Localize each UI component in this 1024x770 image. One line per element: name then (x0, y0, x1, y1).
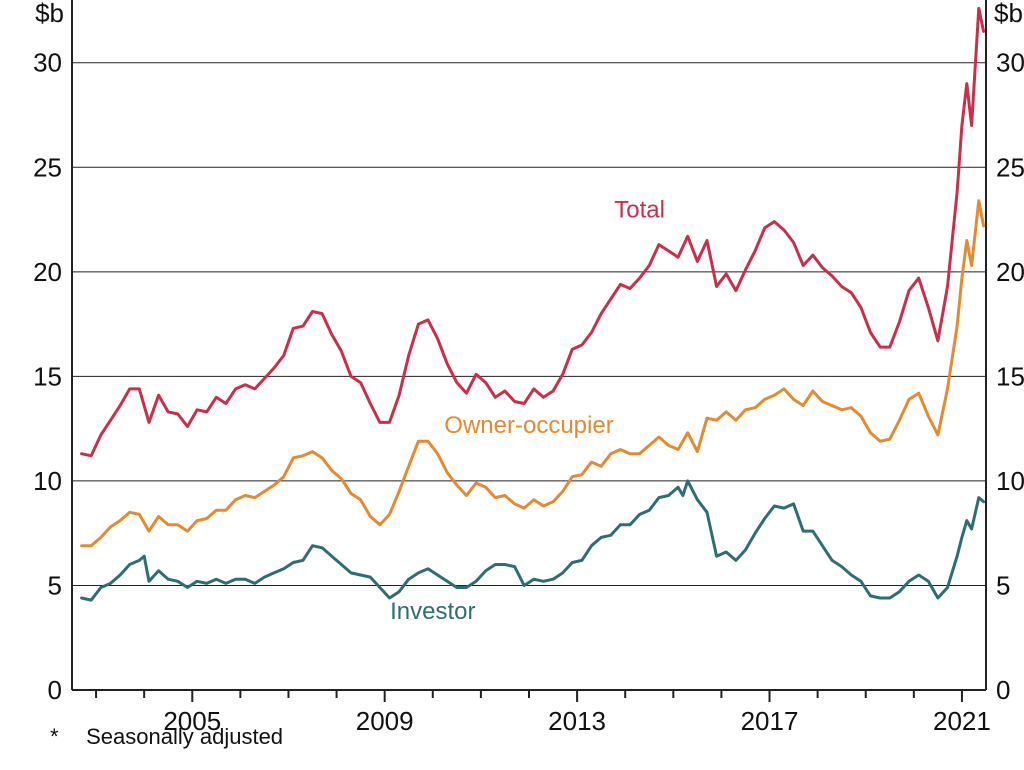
y-tick-label-left: 30 (33, 48, 62, 78)
y-tick-label-left: 5 (48, 570, 62, 600)
series-label-owner-occupier: Owner-occupier (444, 412, 613, 439)
y-tick-label-left: 10 (33, 466, 62, 496)
y-tick-label-right: 20 (996, 257, 1024, 287)
footnote: * Seasonally adjusted (50, 724, 283, 750)
x-tick-label: 2009 (356, 706, 414, 736)
footnote-text: Seasonally adjusted (86, 724, 283, 749)
series-label-total: Total (614, 196, 665, 223)
y-tick-label-left: 25 (33, 152, 62, 182)
x-tick-label: 2013 (548, 706, 606, 736)
y-tick-label-right: 15 (996, 361, 1024, 391)
x-tick-label: 2021 (933, 706, 991, 736)
y-tick-label-left: 15 (33, 361, 62, 391)
chart-container: 005510101515202025253030$b$b200520092013… (0, 0, 1024, 770)
chart-svg: 005510101515202025253030$b$b200520092013… (0, 0, 1024, 770)
y-tick-label-left: 20 (33, 257, 62, 287)
y-unit-left: $b (35, 0, 64, 28)
y-tick-label-left: 0 (48, 675, 62, 705)
footnote-marker: * (50, 724, 80, 750)
y-tick-label-right: 10 (996, 466, 1024, 496)
y-tick-label-right: 5 (996, 570, 1010, 600)
x-tick-label: 2017 (741, 706, 799, 736)
y-tick-label-right: 30 (996, 48, 1024, 78)
series-label-investor: Investor (390, 598, 475, 625)
y-tick-label-right: 0 (996, 675, 1010, 705)
y-unit-right: $b (994, 0, 1023, 28)
y-tick-label-right: 25 (996, 152, 1024, 182)
